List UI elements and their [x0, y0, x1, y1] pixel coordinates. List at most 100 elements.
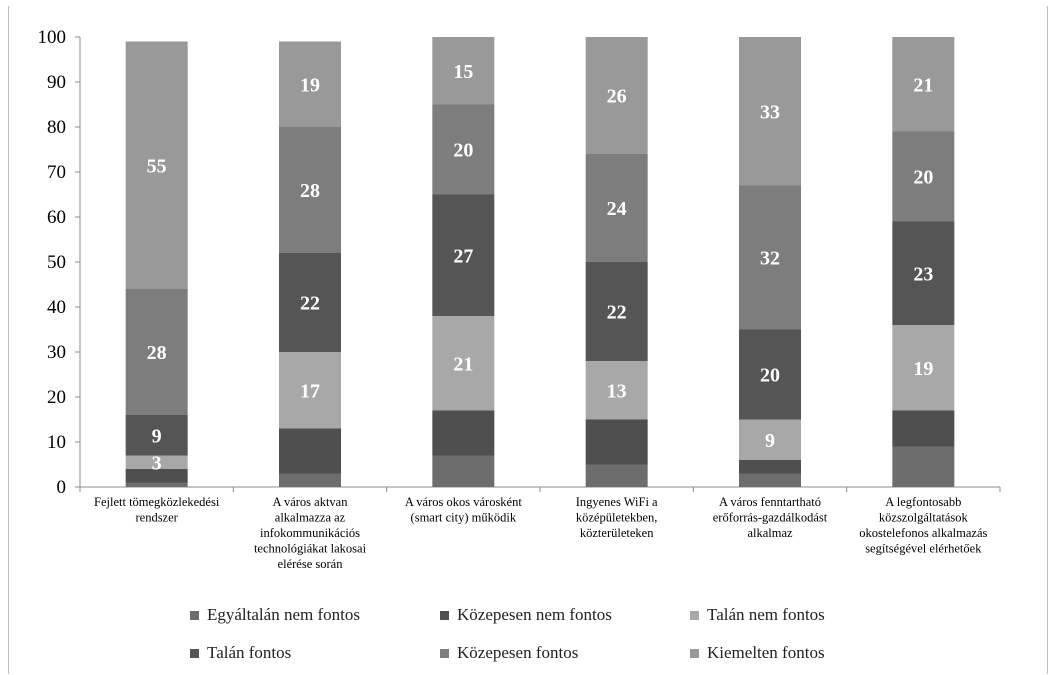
bar-segment [432, 455, 495, 487]
y-tick-label: 50 [47, 252, 66, 273]
data-label: 22 [300, 293, 320, 315]
category-label: rendszer [135, 511, 178, 525]
y-tick-label: 40 [47, 297, 66, 318]
chart-frame [8, 6, 1048, 674]
y-tick-label: 100 [38, 27, 67, 48]
legend-item: Közepesen fontos [440, 643, 690, 663]
bar-segment [432, 194, 495, 316]
data-label: 27 [453, 245, 473, 267]
y-tick-label: 10 [47, 432, 66, 453]
legend-item: Talán fontos [190, 643, 440, 663]
legend: Egyáltalán nem fontos Közepesen nem font… [190, 596, 910, 672]
data-label: 19 [913, 358, 933, 380]
legend-item: Talán nem fontos [690, 605, 890, 625]
category-label: alkalmazza az [275, 511, 346, 525]
legend-swatch [690, 610, 699, 620]
category-label: Ingyenes WiFi a [576, 495, 658, 509]
data-label: 33 [760, 101, 780, 123]
legend-swatch [440, 610, 449, 620]
category-label: A legfontosabb [885, 495, 961, 509]
bar-segment [432, 104, 495, 195]
bar-segment [739, 329, 801, 420]
data-label: 9 [765, 430, 775, 452]
bar-segment [279, 352, 341, 429]
data-label: 15 [453, 61, 473, 83]
bar-segment [585, 262, 648, 361]
bar-segment [892, 446, 955, 487]
category-label: okostelefonos alkalmazás [859, 526, 987, 540]
legend-item: Egyáltalán nem fontos [190, 605, 440, 625]
category-label: alkalmaz [747, 526, 793, 540]
data-label: 22 [607, 302, 627, 324]
bar-segment [585, 37, 648, 154]
stacked-bar-chart: 0 10 20 30 40 50 60 70 80 90 100 3 9 28 55 17 22 28 19 21 2… [38, 27, 1001, 571]
bar-segment [739, 473, 801, 487]
axes: 0 10 20 30 40 50 60 70 80 90 100 [38, 27, 1001, 498]
legend-label: Talán nem fontos [707, 605, 825, 624]
category-label: technológiákat lakosai [254, 542, 367, 556]
data-label: 9 [152, 425, 162, 447]
legend-label: Egyáltalán nem fontos [207, 605, 360, 624]
legend-swatch [190, 648, 199, 658]
legend-label: Talán fontos [207, 643, 292, 662]
data-label: 28 [300, 180, 320, 202]
bar-segment [279, 253, 341, 352]
data-label: 3 [152, 452, 162, 474]
bar-segment [432, 410, 495, 456]
category-label: közterületeken [580, 526, 654, 540]
bar-segment [432, 316, 495, 411]
category-label: középületekben, [576, 511, 658, 525]
bar-segment [432, 37, 495, 105]
y-tick-label: 90 [47, 72, 66, 93]
data-label: 32 [760, 248, 780, 270]
legend-row-2: Talán fontos Közepesen fontos Kiemelten … [190, 634, 910, 672]
category-label: elérése során [278, 557, 344, 571]
bar-segment [125, 415, 188, 456]
legend-swatch [690, 648, 699, 658]
bar-segment [892, 131, 955, 222]
data-label: 17 [300, 380, 320, 402]
bar-segment [892, 221, 955, 325]
data-label: 26 [607, 86, 627, 108]
legend-label: Közepesen nem fontos [457, 605, 612, 624]
legend-swatch [440, 648, 449, 658]
y-tick-label: 60 [47, 207, 66, 228]
bar-segment [125, 289, 188, 415]
bar-segment [739, 37, 801, 186]
legend-item: Kiemelten fontos [690, 643, 890, 663]
category-label: közszolgáltatások [879, 511, 969, 525]
legend-swatch [190, 610, 199, 620]
bar-segment [892, 410, 955, 447]
bar-segment [585, 464, 648, 487]
category-label: A város fenntartható [719, 495, 821, 509]
bar-segment [125, 482, 188, 487]
bar-segment [892, 37, 955, 132]
bar-segment [279, 127, 341, 253]
legend-row-1: Egyáltalán nem fontos Közepesen nem font… [190, 596, 910, 634]
legend-label: Kiemelten fontos [707, 643, 825, 662]
y-tick-label: 20 [47, 387, 66, 408]
legend-item: Közepesen nem fontos [440, 605, 690, 625]
category-label: (smart city) működik [411, 511, 517, 525]
bar-segment [585, 154, 648, 262]
bar-segment [279, 41, 341, 127]
data-label: 20 [760, 365, 780, 387]
category-label: Fejlett tömegközlekedési [94, 495, 220, 509]
category-label: erőforrás-gazdálkodást [713, 511, 828, 525]
bar-segment [739, 460, 801, 474]
bar-segment [585, 361, 648, 420]
data-label: 23 [913, 263, 933, 285]
category-label: A város aktvan [273, 495, 349, 509]
bar-segment [279, 428, 341, 474]
data-label: 13 [607, 380, 627, 402]
bar-segment [125, 469, 188, 483]
bar-segment [279, 473, 341, 487]
legend-label: Közepesen fontos [457, 643, 579, 662]
bar-segment [892, 325, 955, 411]
category-labels: Fejlett tömegközlekedési rendszer A város … [94, 495, 987, 571]
y-tick-label: 30 [47, 342, 66, 363]
bar-segment [125, 41, 188, 289]
data-label: 19 [300, 74, 320, 96]
data-label: 20 [453, 140, 473, 162]
data-label: 21 [453, 353, 473, 375]
